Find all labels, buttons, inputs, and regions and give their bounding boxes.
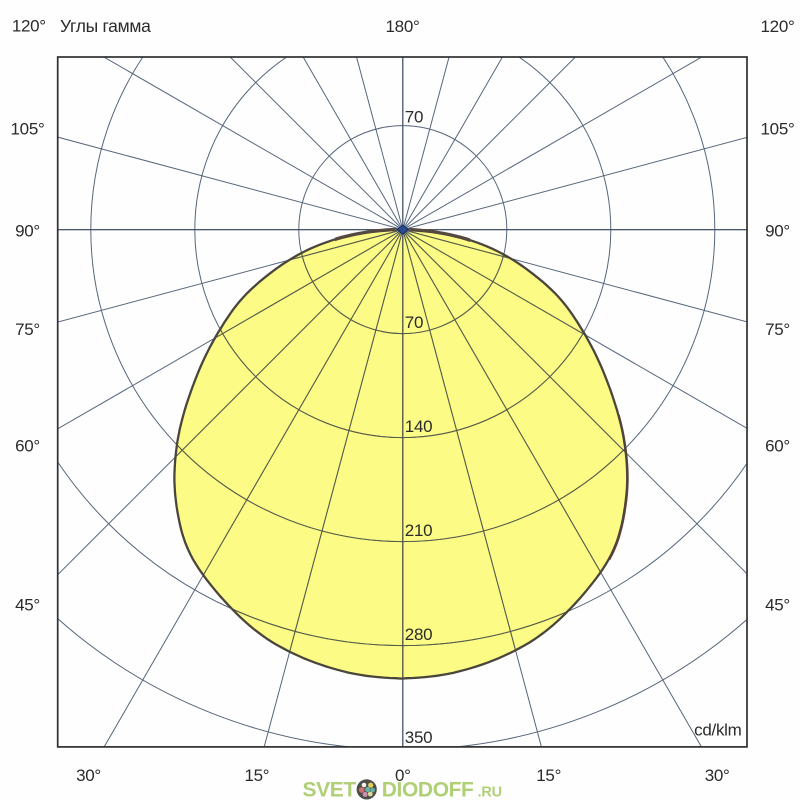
svg-text:.RU: .RU <box>478 785 502 800</box>
svg-text:140: 140 <box>405 417 432 436</box>
svg-text:70: 70 <box>405 313 423 332</box>
svg-text:30°: 30° <box>705 766 730 785</box>
svg-text:75°: 75° <box>15 320 40 339</box>
svg-text:180°: 180° <box>386 17 420 36</box>
svg-text:DIODOFF: DIODOFF <box>382 779 474 800</box>
svg-text:45°: 45° <box>15 595 40 614</box>
svg-text:90°: 90° <box>765 221 790 240</box>
svg-text:105°: 105° <box>11 119 45 138</box>
svg-text:120°: 120° <box>12 17 46 36</box>
svg-text:cd/klm: cd/klm <box>694 721 741 740</box>
svg-text:60°: 60° <box>15 436 40 455</box>
svg-text:60°: 60° <box>765 436 790 455</box>
svg-text:350: 350 <box>405 728 432 747</box>
svg-text:0°: 0° <box>395 766 411 785</box>
svg-text:70: 70 <box>405 108 423 127</box>
svg-text:15°: 15° <box>244 766 269 785</box>
svg-text:105°: 105° <box>761 119 795 138</box>
svg-text:280: 280 <box>405 625 432 644</box>
svg-text:SVET: SVET <box>303 779 357 800</box>
svg-text:45°: 45° <box>765 595 790 614</box>
svg-text:90°: 90° <box>15 221 40 240</box>
svg-text:30°: 30° <box>76 766 101 785</box>
svg-text:15°: 15° <box>536 766 561 785</box>
svg-text:120°: 120° <box>761 17 795 36</box>
svg-text:210: 210 <box>405 521 432 540</box>
svg-text:75°: 75° <box>765 320 790 339</box>
svg-text:Углы гамма: Углы гамма <box>60 16 151 36</box>
